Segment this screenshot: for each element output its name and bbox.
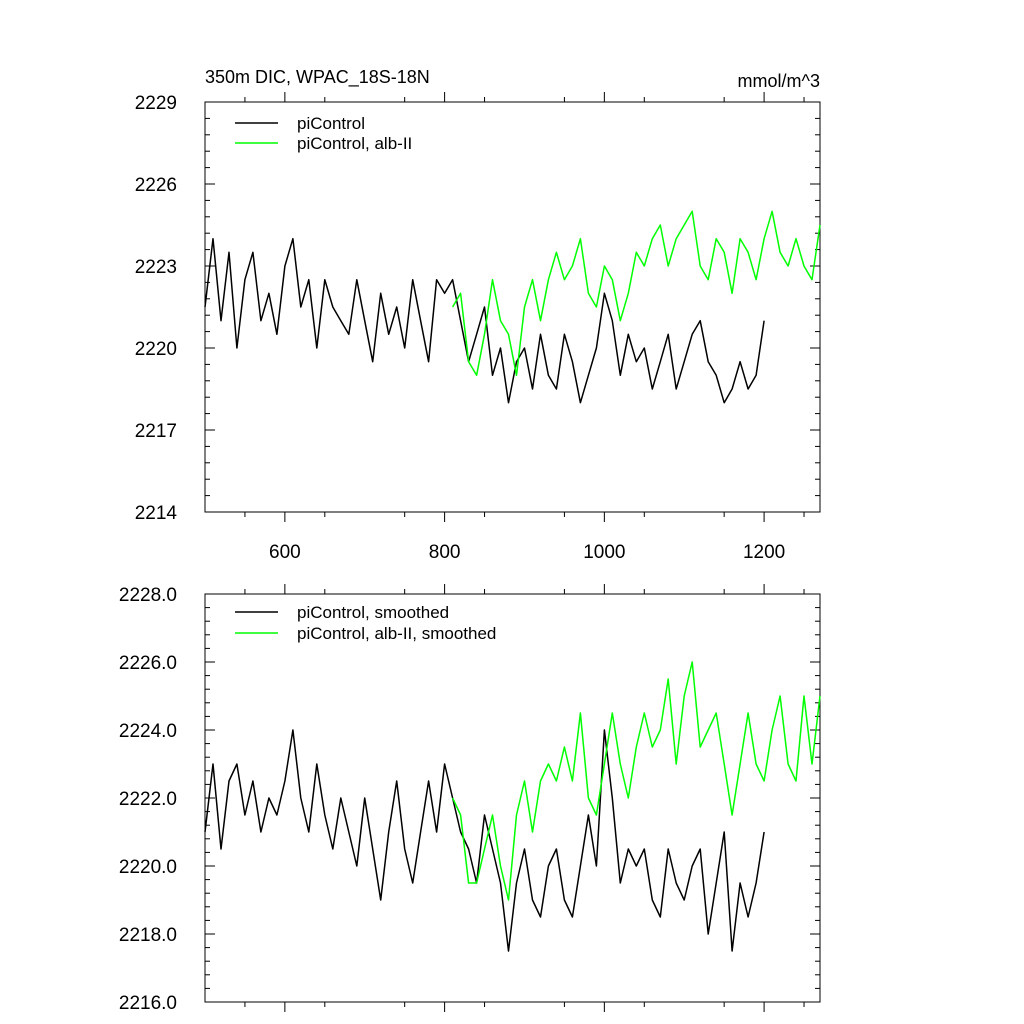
chart-title: 350m DIC, WPAC_18S-18N bbox=[205, 67, 430, 88]
x-tick-label: 1200 bbox=[743, 542, 785, 563]
x-tick-label: 1000 bbox=[583, 542, 625, 563]
y-tick-label: 2224.0 bbox=[119, 721, 177, 742]
top-legend: piControl piControl, alb-II bbox=[235, 114, 412, 153]
bottom-series-lines bbox=[204, 661, 821, 952]
series-line-alb-ii bbox=[451, 210, 821, 377]
y-tick-label: 2228.0 bbox=[119, 585, 177, 606]
legend-label-alb-ii-smoothed: piControl, alb-II, smoothed bbox=[297, 624, 496, 643]
bottom-panel: 2216.0 2218.0 2220.0 2222.0 2224.0 2226.0 2228… bbox=[119, 584, 821, 1014]
legend-label-picontrol: piControl bbox=[297, 114, 365, 133]
units-label: mmol/m^3 bbox=[738, 71, 820, 91]
bottom-plot-frame bbox=[204, 593, 821, 1003]
y-tick-label: 2220 bbox=[135, 339, 177, 360]
series-line-alb-ii bbox=[451, 661, 821, 901]
y-tick-label: 2217 bbox=[135, 421, 177, 442]
bottom-axis-ticks: 2216.0 2218.0 2220.0 2222.0 2224.0 2226.0 2228… bbox=[119, 584, 820, 1014]
y-tick-label: 2223 bbox=[135, 257, 177, 278]
y-tick-label: 2226.0 bbox=[119, 653, 177, 674]
y-tick-label: 2226 bbox=[135, 175, 177, 196]
top-panel: 350m DIC, WPAC_18S-18N mmol/m^3 2214 2217… bbox=[135, 67, 821, 563]
y-tick-label: 2214 bbox=[135, 503, 178, 524]
y-tick-label: 2220.0 bbox=[119, 857, 177, 878]
legend-label-picontrol-smoothed: piControl, smoothed bbox=[297, 603, 449, 622]
y-tick-label: 2229 bbox=[135, 93, 177, 114]
top-series-lines bbox=[204, 210, 821, 404]
y-tick-label: 2222.0 bbox=[119, 789, 177, 810]
top-axis-ticks: 2214 2217 2220 2223 2226 2229 600 800 1000 1200 bbox=[135, 92, 820, 563]
bottom-legend: piControl, smoothed piControl, alb-II, s… bbox=[235, 603, 496, 643]
series-line-picontrol bbox=[204, 237, 765, 404]
x-tick-label: 600 bbox=[269, 542, 301, 563]
legend-label-alb-ii: piControl, alb-II bbox=[297, 134, 412, 153]
series-line-picontrol bbox=[204, 729, 765, 952]
y-tick-label: 2216.0 bbox=[119, 993, 177, 1014]
x-tick-label: 800 bbox=[429, 542, 461, 563]
top-plot-frame bbox=[204, 101, 821, 513]
y-tick-label: 2218.0 bbox=[119, 925, 177, 946]
